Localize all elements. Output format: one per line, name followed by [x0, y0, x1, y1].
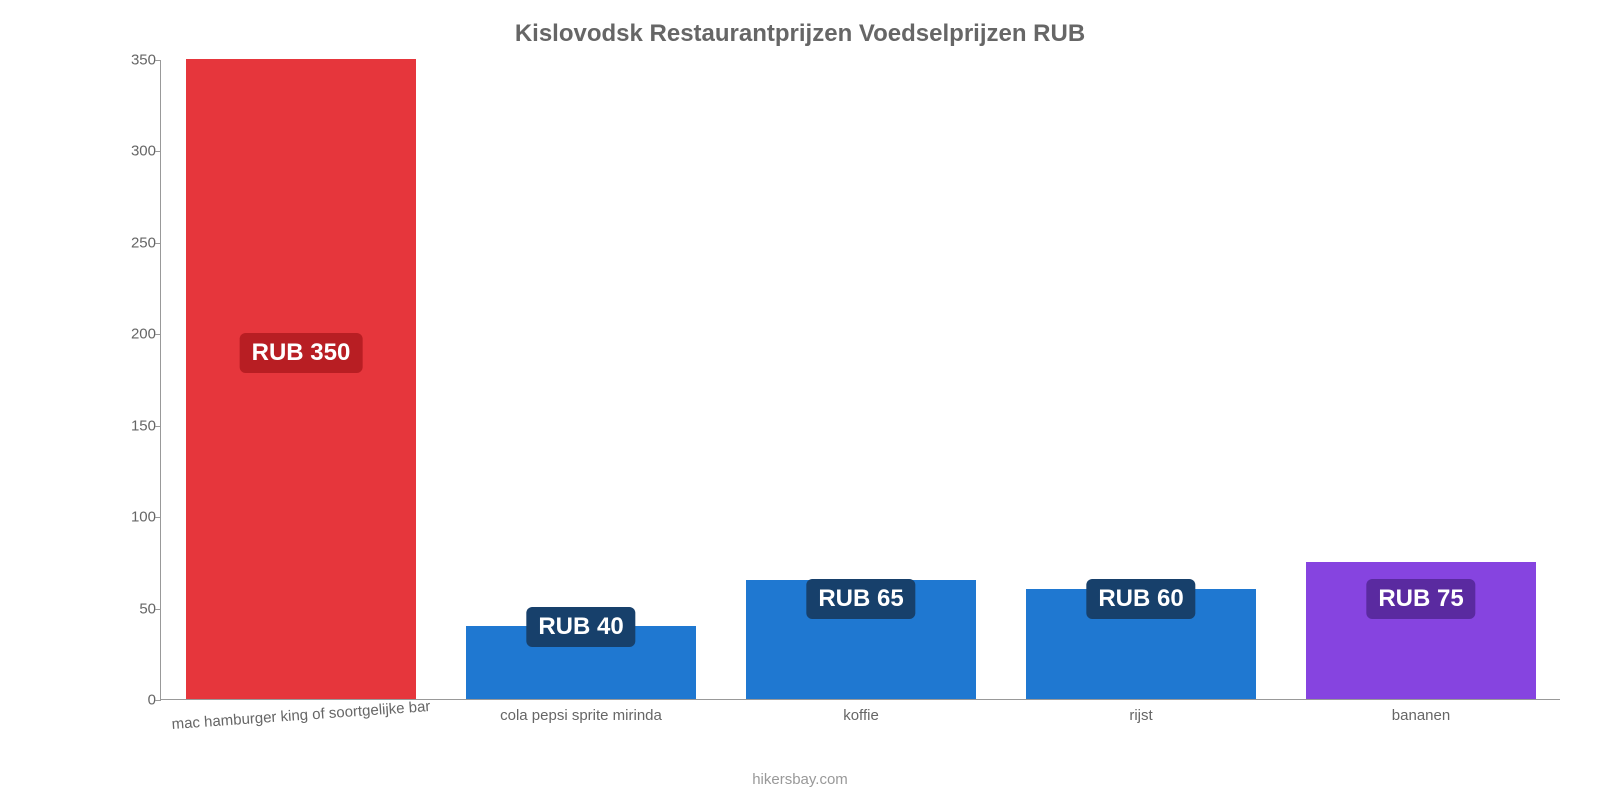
y-axis-tick-mark: [155, 609, 161, 610]
chart-container: Kislovodsk Restaurantprijzen Voedselprij…: [0, 0, 1600, 800]
bar-value-label: RUB 350: [240, 333, 363, 373]
y-axis-tick-label: 350: [116, 52, 156, 69]
y-axis-tick-mark: [155, 700, 161, 701]
y-axis-tick-label: 100: [116, 509, 156, 526]
y-axis-tick-label: 250: [116, 234, 156, 251]
y-axis-tick-mark: [155, 243, 161, 244]
bar-value-label: RUB 75: [1366, 579, 1475, 619]
x-axis-tick-label: cola pepsi sprite mirinda: [500, 707, 662, 724]
y-axis-tick-label: 200: [116, 326, 156, 343]
y-axis-tick-label: 50: [116, 600, 156, 617]
y-axis-tick-mark: [155, 334, 161, 335]
x-axis-tick-label: mac hamburger king of soortgelijke bar: [171, 698, 431, 733]
y-axis-tick-mark: [155, 60, 161, 61]
x-axis-tick-label: koffie: [843, 707, 879, 724]
x-axis-tick-label: bananen: [1392, 707, 1450, 724]
x-axis-tick-label: rijst: [1129, 707, 1152, 724]
y-axis-tick-label: 300: [116, 143, 156, 160]
y-axis-tick-label: 150: [116, 417, 156, 434]
chart-title: Kislovodsk Restaurantprijzen Voedselprij…: [0, 20, 1600, 48]
y-axis-tick-mark: [155, 426, 161, 427]
y-axis-tick-mark: [155, 517, 161, 518]
chart-footer: hikersbay.com: [0, 771, 1600, 788]
bar-value-label: RUB 65: [806, 579, 915, 619]
bar: [186, 59, 416, 699]
y-axis-tick-label: 0: [116, 692, 156, 709]
bar-value-label: RUB 40: [526, 607, 635, 647]
y-axis-tick-mark: [155, 151, 161, 152]
bar-value-label: RUB 60: [1086, 579, 1195, 619]
plot-area: 050100150200250300350RUB 350mac hamburge…: [160, 60, 1560, 700]
